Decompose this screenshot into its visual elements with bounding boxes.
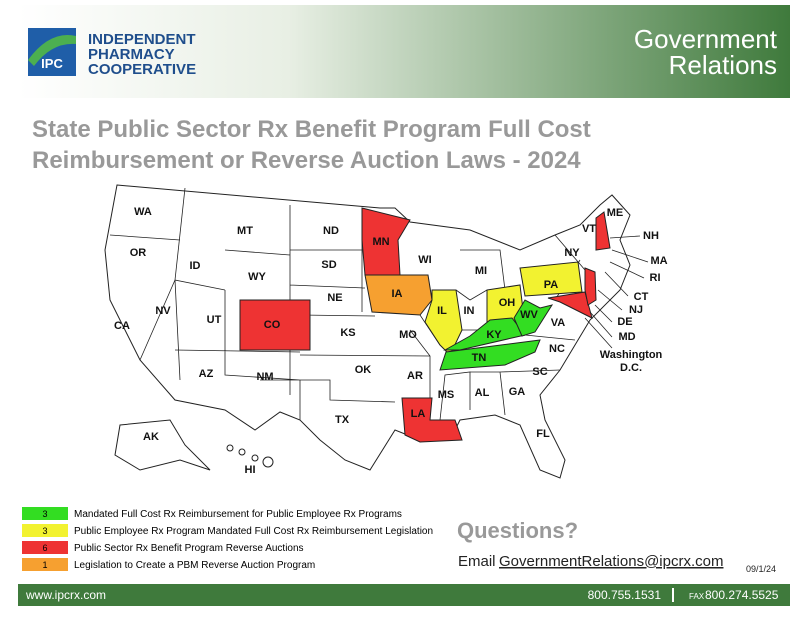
- legend-count: 6: [42, 543, 47, 553]
- legend-count: 1: [42, 560, 47, 570]
- org-name: INDEPENDENT: [88, 31, 196, 48]
- state-label: OR: [130, 247, 147, 259]
- state-label: MD: [618, 331, 635, 343]
- questions: Questions?: [457, 518, 578, 543]
- state-label: WY: [248, 271, 266, 283]
- state-label: SD: [321, 259, 336, 271]
- state-label: HI: [245, 464, 256, 476]
- state-label: IA: [392, 288, 403, 300]
- state-label: MS: [438, 389, 455, 401]
- state-la: [401, 397, 463, 443]
- state-label: WA: [134, 206, 152, 218]
- state-label: LA: [411, 408, 426, 420]
- state-label: ND: [323, 225, 339, 237]
- legend-text: Legislation to Create a PBM Reverse Auct…: [74, 560, 315, 571]
- state-label: RI: [650, 272, 661, 284]
- state-label: DE: [617, 316, 632, 328]
- footer-bar: [18, 584, 790, 606]
- dc-label: D.C.: [620, 362, 642, 374]
- state-label: IL: [437, 305, 447, 317]
- state-ak: [114, 419, 211, 471]
- state-label: CT: [634, 291, 649, 303]
- state-label: NY: [564, 247, 580, 259]
- state-label: VA: [551, 317, 566, 329]
- state-label: MA: [650, 255, 667, 267]
- state-label: NJ: [629, 304, 643, 316]
- us-outline: [104, 184, 631, 479]
- section-title: Government: [634, 24, 778, 54]
- state-label: UT: [207, 314, 222, 326]
- title: State Public Sector Rx Benefit Program F…: [32, 116, 591, 143]
- state-label: MT: [237, 225, 253, 237]
- legend-text: Mandated Full Cost Rx Reimbursement for …: [74, 509, 402, 520]
- legend-text: Public Employee Rx Program Mandated Full…: [74, 526, 433, 537]
- state-label: CA: [114, 320, 130, 332]
- email-prefix: Email: [458, 553, 496, 570]
- legend-swatch: [22, 558, 68, 571]
- state-nh: [595, 211, 611, 251]
- title: Reimbursement or Reverse Auction Laws - …: [32, 147, 581, 174]
- state-label: KY: [486, 329, 502, 341]
- org-name: PHARMACY: [88, 46, 175, 63]
- state-ia: [364, 274, 433, 316]
- org-name: COOPERATIVE: [88, 61, 196, 78]
- state-tn: [439, 339, 541, 371]
- state-label: SC: [532, 366, 547, 378]
- state-label: NE: [327, 292, 342, 304]
- state-label: MO: [399, 329, 417, 341]
- leader-lines: [584, 235, 649, 349]
- state-label: OH: [499, 297, 516, 309]
- state-label: ID: [190, 260, 201, 272]
- state-label: NM: [256, 371, 273, 383]
- fax-label: FAX: [689, 592, 705, 601]
- state-label: AR: [407, 370, 423, 382]
- state-co: [239, 299, 311, 351]
- state-label: TN: [472, 352, 487, 364]
- phone: 800.755.1531: [588, 588, 662, 602]
- fax: 800.274.5525: [705, 588, 779, 602]
- state-label: NC: [549, 343, 565, 355]
- legend: 3 Mandated Full Cost Rx Reimbursement for…: [22, 507, 433, 571]
- logo-swoosh: [28, 35, 76, 66]
- state-label: AZ: [199, 368, 214, 380]
- legend-swatch: [22, 507, 68, 520]
- us-map: WA OR CA NV ID MT WY UT CO AZ NM ND SD NE KS OK TX MN IA MO…: [104, 184, 668, 479]
- legend-count: 3: [42, 526, 47, 536]
- state-label: WI: [418, 254, 431, 266]
- section-title: Relations: [669, 50, 777, 80]
- state-wv: [513, 299, 554, 337]
- state-label: MN: [372, 236, 389, 248]
- state-label: AK: [143, 431, 159, 443]
- state-label: ME: [607, 207, 624, 219]
- state-label: FL: [536, 428, 550, 440]
- legend-swatch: [22, 524, 68, 537]
- logo-badge: IPC: [41, 56, 63, 71]
- email-link[interactable]: GovernmentRelations@ipcrx.com: [499, 553, 723, 570]
- state-hi: [226, 444, 274, 468]
- state-md: [547, 291, 593, 319]
- legend-count: 3: [42, 509, 47, 519]
- legend-text: Public Sector Rx Benefit Program Reverse…: [74, 543, 304, 554]
- state-label: NH: [643, 230, 659, 242]
- footer-divider: [672, 588, 674, 602]
- state-label: VT: [582, 223, 596, 235]
- state-label: OK: [355, 364, 372, 376]
- state-label: GA: [509, 386, 526, 398]
- dc-label: Washington: [600, 349, 663, 361]
- state-label: AL: [475, 387, 490, 399]
- state-nj: [584, 267, 597, 306]
- state-label: CO: [264, 319, 281, 331]
- state-label: NV: [155, 305, 171, 317]
- website[interactable]: www.ipcrx.com: [25, 588, 106, 602]
- date: 09/1/24: [746, 564, 776, 574]
- state-label: PA: [544, 279, 559, 291]
- state-label: TX: [335, 414, 350, 426]
- state-label: KS: [340, 327, 355, 339]
- state-label: IN: [464, 305, 475, 317]
- header-banner: [18, 5, 790, 98]
- state-label: WV: [520, 309, 538, 321]
- state-label: MI: [475, 265, 487, 277]
- legend-swatch: [22, 541, 68, 554]
